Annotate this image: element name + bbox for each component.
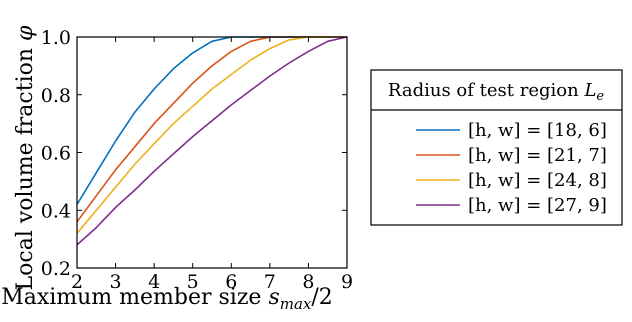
x-tick-label: 6 [225,271,237,293]
legend-label-3: [h, w] = [24, 8] [468,170,607,191]
x-tick-label: 7 [264,271,276,293]
axes-box [76,36,348,269]
y-tick-label: 1.0 [41,27,71,49]
legend-label-2: [h, w] = [21, 7] [468,145,607,166]
legend-label-4: [h, w] = [27, 9] [468,195,607,216]
x-tick-label: 3 [110,271,122,293]
y-tick-label: 0.4 [41,200,71,222]
y-tick-label: 0.6 [41,143,71,165]
plot-area: 2 3 4 5 6 7 8 9 0.2 0.4 0.6 0.8 1.0 [41,27,353,293]
series-line-2 [76,36,347,223]
x-tick-label: 8 [302,271,314,293]
legend-label-1: [h, w] = [18, 6] [468,120,607,141]
legend-box [370,69,623,226]
series-line-3 [76,36,347,234]
x-tick-label: 5 [187,271,199,293]
x-tick-label: 9 [341,271,353,293]
x-axis-title: Maximum member size smax/2 [1,285,333,313]
y-tick-label: 0.2 [41,258,71,280]
legend: Radius of test region Le [h, w] = [18, 6… [370,69,623,226]
x-tick-label: 4 [148,271,160,293]
series-line-4 [76,36,348,246]
legend-title: Radius of test region Le [388,80,604,104]
x-tick-label: 2 [71,271,83,293]
y-axis-title: Local volume fraction φ [13,25,38,290]
y-tick-label: 0.8 [41,85,71,107]
